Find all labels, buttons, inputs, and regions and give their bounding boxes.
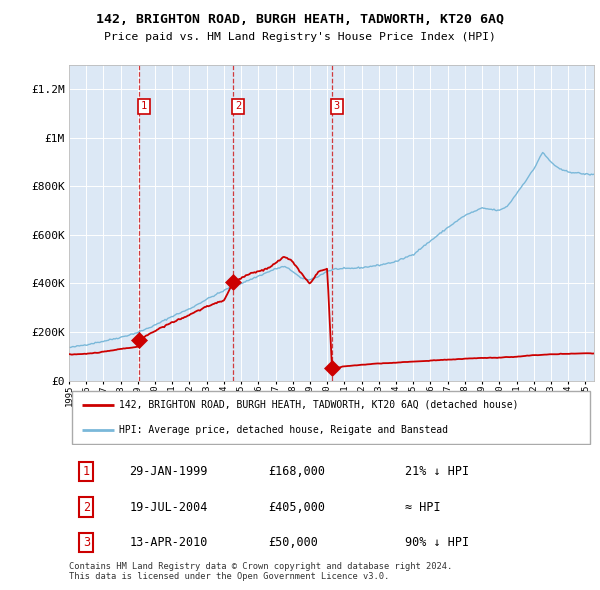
Text: 3: 3 [334, 101, 340, 112]
FancyBboxPatch shape [71, 391, 590, 444]
Text: ≈ HPI: ≈ HPI [405, 500, 440, 513]
Text: 142, BRIGHTON ROAD, BURGH HEATH, TADWORTH, KT20 6AQ (detached house): 142, BRIGHTON ROAD, BURGH HEATH, TADWORT… [119, 399, 518, 409]
Text: 3: 3 [83, 536, 90, 549]
Text: 21% ↓ HPI: 21% ↓ HPI [405, 465, 469, 478]
Text: 2: 2 [235, 101, 241, 112]
Text: 142, BRIGHTON ROAD, BURGH HEATH, TADWORTH, KT20 6AQ: 142, BRIGHTON ROAD, BURGH HEATH, TADWORT… [96, 13, 504, 26]
Text: 2: 2 [83, 500, 90, 513]
Text: HPI: Average price, detached house, Reigate and Banstead: HPI: Average price, detached house, Reig… [119, 425, 448, 435]
Text: 13-APR-2010: 13-APR-2010 [130, 536, 208, 549]
Text: 1: 1 [141, 101, 147, 112]
Text: £168,000: £168,000 [269, 465, 325, 478]
Text: 19-JUL-2004: 19-JUL-2004 [130, 500, 208, 513]
Text: 29-JAN-1999: 29-JAN-1999 [130, 465, 208, 478]
Text: 90% ↓ HPI: 90% ↓ HPI [405, 536, 469, 549]
Text: £50,000: £50,000 [269, 536, 319, 549]
Text: Price paid vs. HM Land Registry's House Price Index (HPI): Price paid vs. HM Land Registry's House … [104, 32, 496, 42]
Text: £405,000: £405,000 [269, 500, 325, 513]
Text: Contains HM Land Registry data © Crown copyright and database right 2024.
This d: Contains HM Land Registry data © Crown c… [69, 562, 452, 581]
Text: 1: 1 [83, 465, 90, 478]
